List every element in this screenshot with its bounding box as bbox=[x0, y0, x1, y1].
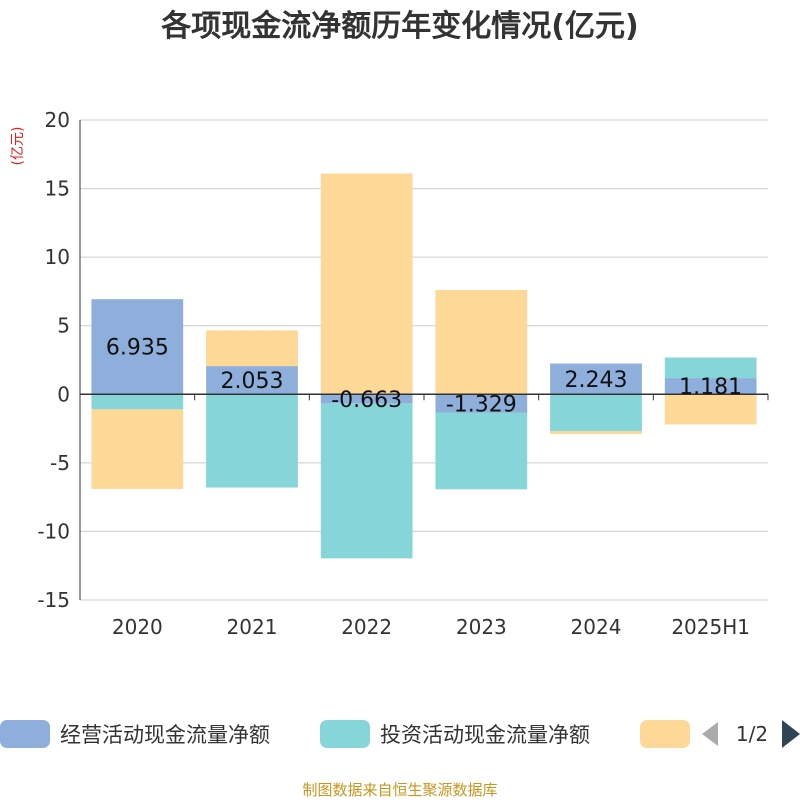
x-tick-label: 2020 bbox=[112, 615, 163, 639]
y-tick-label: -15 bbox=[37, 588, 70, 612]
x-tick-label: 2025H1 bbox=[671, 615, 750, 639]
bar-series-3 bbox=[550, 431, 642, 435]
bar-series-2 bbox=[206, 394, 298, 488]
y-tick-label: -10 bbox=[37, 519, 70, 543]
bar-series-3 bbox=[664, 394, 757, 425]
bar-series-1 bbox=[664, 378, 757, 395]
bar-series-1 bbox=[206, 366, 298, 395]
bar-series-1 bbox=[320, 394, 413, 404]
legend: 经营活动现金流量净额 投资活动现金流量净额 1/2 bbox=[0, 720, 800, 748]
legend-swatch-series-3 bbox=[640, 720, 690, 748]
bar-series-1 bbox=[435, 394, 528, 413]
legend-page-indicator: 1/2 bbox=[736, 722, 768, 746]
data-label: 2.053 bbox=[221, 369, 284, 394]
y-tick-label: -5 bbox=[50, 451, 70, 475]
y-tick-label: 5 bbox=[57, 314, 70, 338]
data-label: -0.663 bbox=[331, 388, 402, 413]
data-label: -1.329 bbox=[446, 392, 517, 417]
chart-title: 各项现金流净额历年变化情况(亿元) bbox=[160, 9, 638, 44]
bar-series-2 bbox=[664, 357, 757, 379]
source-note: 制图数据来自恒生聚源数据库 bbox=[302, 781, 497, 799]
prev-page-icon[interactable] bbox=[702, 722, 718, 746]
x-tick-label: 2022 bbox=[341, 615, 392, 639]
bar-series-3 bbox=[206, 330, 298, 367]
bar-series-3 bbox=[91, 409, 184, 489]
legend-label: 投资活动现金流量净额 bbox=[380, 723, 590, 747]
bar-series-3 bbox=[320, 173, 413, 395]
bar-series-2 bbox=[550, 394, 642, 432]
y-tick-label: 20 bbox=[45, 108, 70, 132]
next-page-icon[interactable] bbox=[782, 720, 800, 748]
data-label: 6.935 bbox=[106, 336, 169, 361]
legend-label: 经营活动现金流量净额 bbox=[60, 723, 270, 747]
bar-series-1 bbox=[91, 299, 184, 395]
y-tick-label: 15 bbox=[45, 177, 70, 201]
grid-lines bbox=[80, 119, 768, 601]
bar-series-1 bbox=[550, 363, 642, 395]
data-label: 2.243 bbox=[565, 368, 628, 393]
bar-series-3 bbox=[435, 290, 528, 395]
x-tick-label: 2023 bbox=[456, 615, 507, 639]
data-label: 1.181 bbox=[679, 375, 742, 400]
bar-series-2 bbox=[91, 394, 184, 410]
legend-swatch-series-1 bbox=[0, 720, 50, 748]
y-tick-label: 10 bbox=[45, 245, 70, 269]
x-tick-label: 2021 bbox=[227, 615, 278, 639]
y-tick-label: 0 bbox=[57, 382, 70, 406]
bars bbox=[91, 173, 757, 559]
bar-series-2 bbox=[435, 412, 528, 490]
x-tick-label: 2024 bbox=[571, 615, 622, 639]
legend-swatch-series-2 bbox=[320, 720, 370, 748]
y-axis-unit-label: (亿元) bbox=[10, 127, 26, 166]
bar-series-2 bbox=[320, 403, 413, 559]
data-labels: 6.935 2.053 -0.663 -1.329 2.243 1.181 bbox=[106, 336, 742, 418]
